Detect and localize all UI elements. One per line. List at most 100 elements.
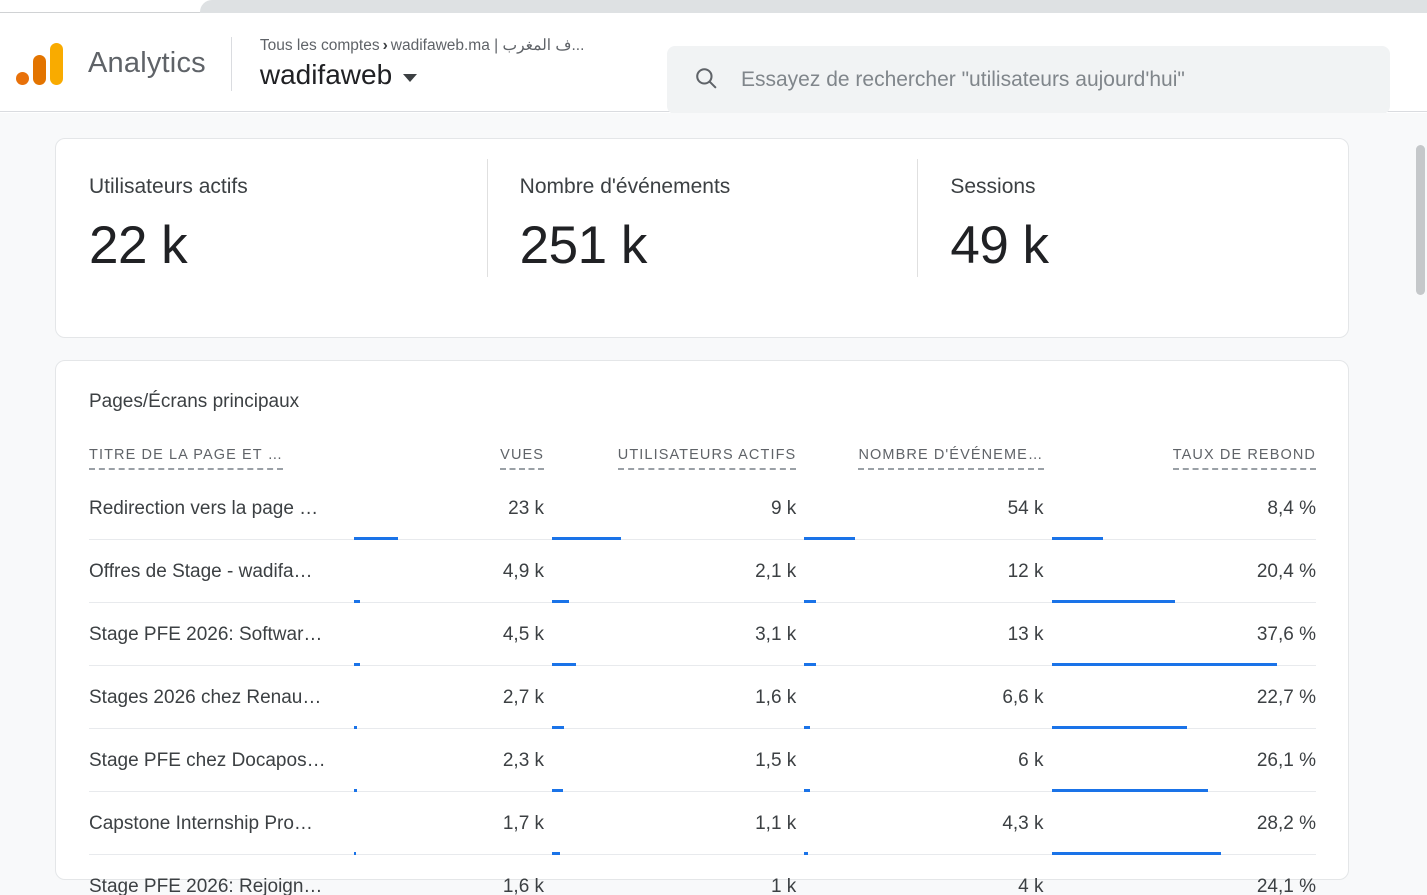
cell-event-count-text: 12 k	[1007, 561, 1044, 582]
cell-bounce-rate: 22,7 %	[1043, 665, 1316, 729]
breadcrumb-root[interactable]: Tous les comptes	[259, 37, 380, 54]
cell-page-title: Offres de Stage - wadifa…	[89, 539, 347, 603]
bounce-rate-bar	[1051, 663, 1278, 666]
cell-views-text: 4,9 k	[502, 561, 545, 582]
search-input[interactable]	[741, 68, 1371, 92]
cell-event-count: 4,3 k	[796, 791, 1044, 855]
column-header-label: TAUX DE REBOND	[1172, 447, 1316, 470]
property-selector[interactable]: wadifaweb	[260, 59, 585, 91]
views-bar-track	[354, 852, 536, 855]
column-header-views[interactable]: VUES	[346, 447, 545, 477]
bounce-rate-bar-track	[1051, 600, 1308, 603]
cell-event-count: 12 k	[796, 539, 1044, 603]
cell-bounce-rate: 8,4 %	[1043, 477, 1316, 540]
views-bar	[354, 789, 357, 792]
table-row[interactable]: Stage PFE 2026: Rejoign… 1,6 k 1 k 4 k 24,1 …	[89, 854, 1316, 895]
chevron-down-icon[interactable]	[403, 74, 418, 82]
event-count-bar-track	[804, 537, 1035, 540]
column-header-page-title[interactable]: TITRE DE LA PAGE ET …	[89, 447, 346, 477]
metric-label: Nombre d'événements	[519, 175, 731, 198]
event-count-bar	[804, 600, 816, 603]
cell-views-text: 4,5 k	[502, 624, 545, 645]
views-bar-track	[354, 600, 536, 603]
cell-views: 4,9 k	[346, 539, 545, 603]
active-users-bar	[552, 726, 564, 729]
column-header-bounce-rate[interactable]: TAUX DE REBOND	[1044, 447, 1316, 477]
event-count-bar	[804, 852, 808, 855]
column-header-label: NOMBRE D'ÉVÉNEME…	[858, 447, 1044, 470]
breadcrumb-leaf[interactable]: wadifaweb.ma | ف المغرب...	[390, 37, 585, 54]
metric-sessions: Sessions 49 k	[917, 139, 1348, 337]
breadcrumb[interactable]: Tous les comptes › wadifaweb.ma | ف المغرب…	[260, 36, 585, 55]
cell-views: 1,7 k	[346, 791, 545, 855]
cell-event-count-text: 54 k	[1007, 498, 1044, 519]
column-header-active-users[interactable]: UTILISATEURS ACTIFS	[544, 447, 797, 477]
cell-bounce-rate-text: 28,2 %	[1256, 813, 1316, 834]
cell-active-users-text: 2,1 k	[755, 561, 797, 582]
event-count-bar	[804, 537, 856, 540]
cell-bounce-rate-text: 8,4 %	[1267, 498, 1316, 519]
cell-page-title-text: Capstone Internship Pro…	[89, 813, 313, 834]
cell-views-text: 1,6 k	[502, 876, 545, 895]
bounce-rate-bar-track	[1051, 663, 1308, 666]
metric-value: 49 k	[950, 216, 1049, 275]
views-bar-track	[354, 663, 536, 666]
active-users-bar-track	[552, 852, 788, 855]
table-header-row: TITRE DE LA PAGE ET … VUES UTILISATEURS …	[89, 447, 1316, 477]
views-bar	[354, 663, 360, 666]
bounce-rate-bar	[1051, 789, 1208, 792]
event-count-bar-track	[804, 726, 1035, 729]
column-header-event-count[interactable]: NOMBRE D'ÉVÉNEME…	[796, 447, 1044, 477]
views-bar-track	[354, 537, 536, 540]
property-name: wadifaweb	[259, 59, 393, 90]
cell-event-count-text: 6 k	[1018, 750, 1044, 771]
bounce-rate-bar-track	[1051, 852, 1308, 855]
logo-bar-tall-shape	[50, 42, 63, 85]
active-users-bar	[552, 663, 576, 666]
views-bar	[354, 852, 357, 855]
cell-active-users: 3,1 k	[544, 602, 797, 666]
event-count-bar-track	[804, 663, 1035, 666]
cell-page-title-text: Stage PFE 2026: Softwar…	[89, 624, 323, 645]
column-header-label: UTILISATEURS ACTIFS	[617, 447, 797, 470]
cell-bounce-rate: 37,6 %	[1043, 602, 1316, 666]
account-selector[interactable]: Tous les comptes › wadifaweb.ma | ف المغرب…	[260, 36, 585, 91]
views-bar-track	[354, 789, 536, 792]
cell-active-users: 9 k	[544, 477, 797, 540]
cell-page-title: Stage PFE 2026: Rejoign…	[89, 854, 347, 895]
scrollbar-thumb[interactable]	[1416, 145, 1425, 295]
page-scrollbar[interactable]	[1412, 113, 1427, 895]
table-row[interactable]: Offres de Stage - wadifa… 4,9 k 2,1 k 12 k 2…	[89, 539, 1316, 603]
table-row[interactable]: Redirection vers la page … 23 k 9 k 54 k 8,4…	[89, 477, 1316, 540]
app-header: Analytics Tous les comptes › wadifaweb.ma …	[0, 16, 1427, 114]
table-row[interactable]: Capstone Internship Pro… 1,7 k 1,1 k 4,3 k 2…	[89, 791, 1316, 855]
cell-active-users: 1 k	[544, 854, 797, 895]
active-users-bar-track	[552, 600, 788, 603]
table-row[interactable]: Stage PFE 2026: Softwar… 4,5 k 3,1 k 13 k 37…	[89, 602, 1316, 666]
table-row[interactable]: Stages 2026 chez Renau… 2,7 k 1,6 k 6,6 k 22…	[89, 665, 1316, 729]
bounce-rate-bar	[1051, 852, 1221, 855]
cell-bounce-rate-text: 37,6 %	[1256, 624, 1316, 645]
column-header-label: VUES	[500, 447, 545, 470]
cell-event-count: 6 k	[796, 728, 1044, 792]
cell-event-count: 13 k	[796, 602, 1044, 666]
top-pages-table: TITRE DE LA PAGE ET … VUES UTILISATEURS …	[89, 447, 1316, 895]
cell-bounce-rate-text: 26,1 %	[1256, 750, 1316, 771]
cell-active-users: 1,6 k	[544, 665, 797, 729]
bounce-rate-bar	[1051, 537, 1103, 540]
browser-tab[interactable]	[200, 0, 1427, 13]
cell-views-text: 1,7 k	[502, 813, 545, 834]
cell-bounce-rate: 20,4 %	[1043, 539, 1316, 603]
active-users-bar	[552, 537, 621, 540]
search-bar[interactable]	[667, 46, 1390, 114]
cell-active-users: 1,5 k	[544, 728, 797, 792]
metric-label: Sessions	[950, 175, 1036, 198]
event-count-bar	[804, 789, 810, 792]
cell-bounce-rate: 28,2 %	[1043, 791, 1316, 855]
cell-event-count: 54 k	[796, 477, 1044, 540]
table-row[interactable]: Stage PFE chez Docapos… 2,3 k 1,5 k 6 k 26,1…	[89, 728, 1316, 792]
metric-event-count: Nombre d'événements 251 k	[486, 139, 918, 337]
metric-value: 251 k	[519, 216, 648, 275]
active-users-bar	[552, 600, 569, 603]
cell-event-count: 6,6 k	[796, 665, 1044, 729]
